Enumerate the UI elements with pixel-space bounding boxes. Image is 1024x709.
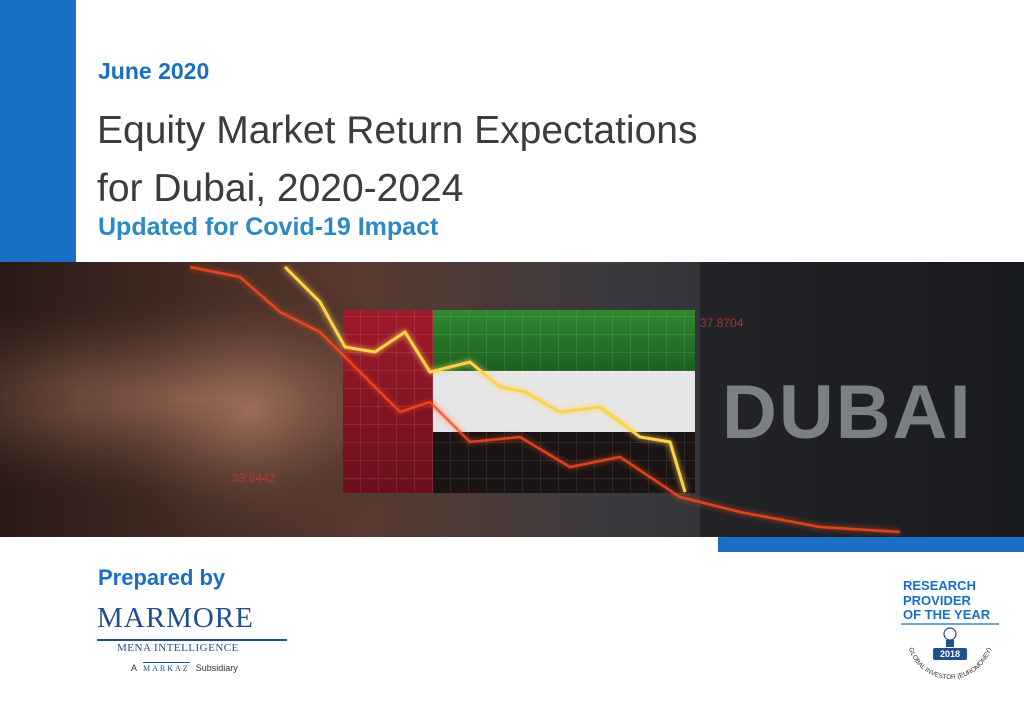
report-date: June 2020 xyxy=(98,58,210,84)
ticker-2: 33.8442 xyxy=(232,471,276,485)
market-line-secondary xyxy=(189,265,901,534)
subsidiary-line: A MARKAZ Subsidiary xyxy=(131,662,238,673)
left-accent-bar xyxy=(0,0,76,262)
report-title: Equity Market Return Expectations for Du… xyxy=(97,102,697,218)
award-seal: 2018 GLOBAL INVESTOR (EUROMONEY) xyxy=(901,623,999,681)
subsidiary-suffix: Subsidiary xyxy=(195,662,238,673)
prepared-by-label: Prepared by xyxy=(98,565,226,590)
logo-rule xyxy=(97,639,287,641)
bottom-accent-bar xyxy=(718,537,1024,552)
subsidiary-prefix: A xyxy=(131,662,138,673)
award-line-2: PROVIDER xyxy=(903,593,971,608)
award-line-3: OF THE YEAR xyxy=(903,607,991,622)
logo-tagline: MENA INTELLIGENCE xyxy=(117,642,239,654)
award-year: 2018 xyxy=(940,649,960,659)
title-line-1: Equity Market Return Expectations xyxy=(97,109,698,152)
award-line-1: RESEARCH xyxy=(903,578,976,593)
market-line-primary xyxy=(283,265,687,493)
title-line-2: for Dubai, 2020-2024 xyxy=(97,167,464,210)
hero-image: 37.8704 33.8442 DUBAI xyxy=(0,262,1024,537)
report-subtitle: Updated for Covid-19 Impact xyxy=(98,213,439,241)
award-badge: RESEARCH PROVIDER OF THE YEAR 2018 GLOBA… xyxy=(895,574,1005,694)
hero-overlay-word: DUBAI xyxy=(722,370,973,455)
logo-name: MARMORE xyxy=(97,602,254,634)
marmore-logo: MARMORE MENA INTELLIGENCE A MARKAZ Subsi… xyxy=(97,602,292,682)
ticker-1: 37.8704 xyxy=(700,316,744,330)
parent-name: MARKAZ xyxy=(143,662,190,673)
trophy-icon xyxy=(943,627,957,641)
